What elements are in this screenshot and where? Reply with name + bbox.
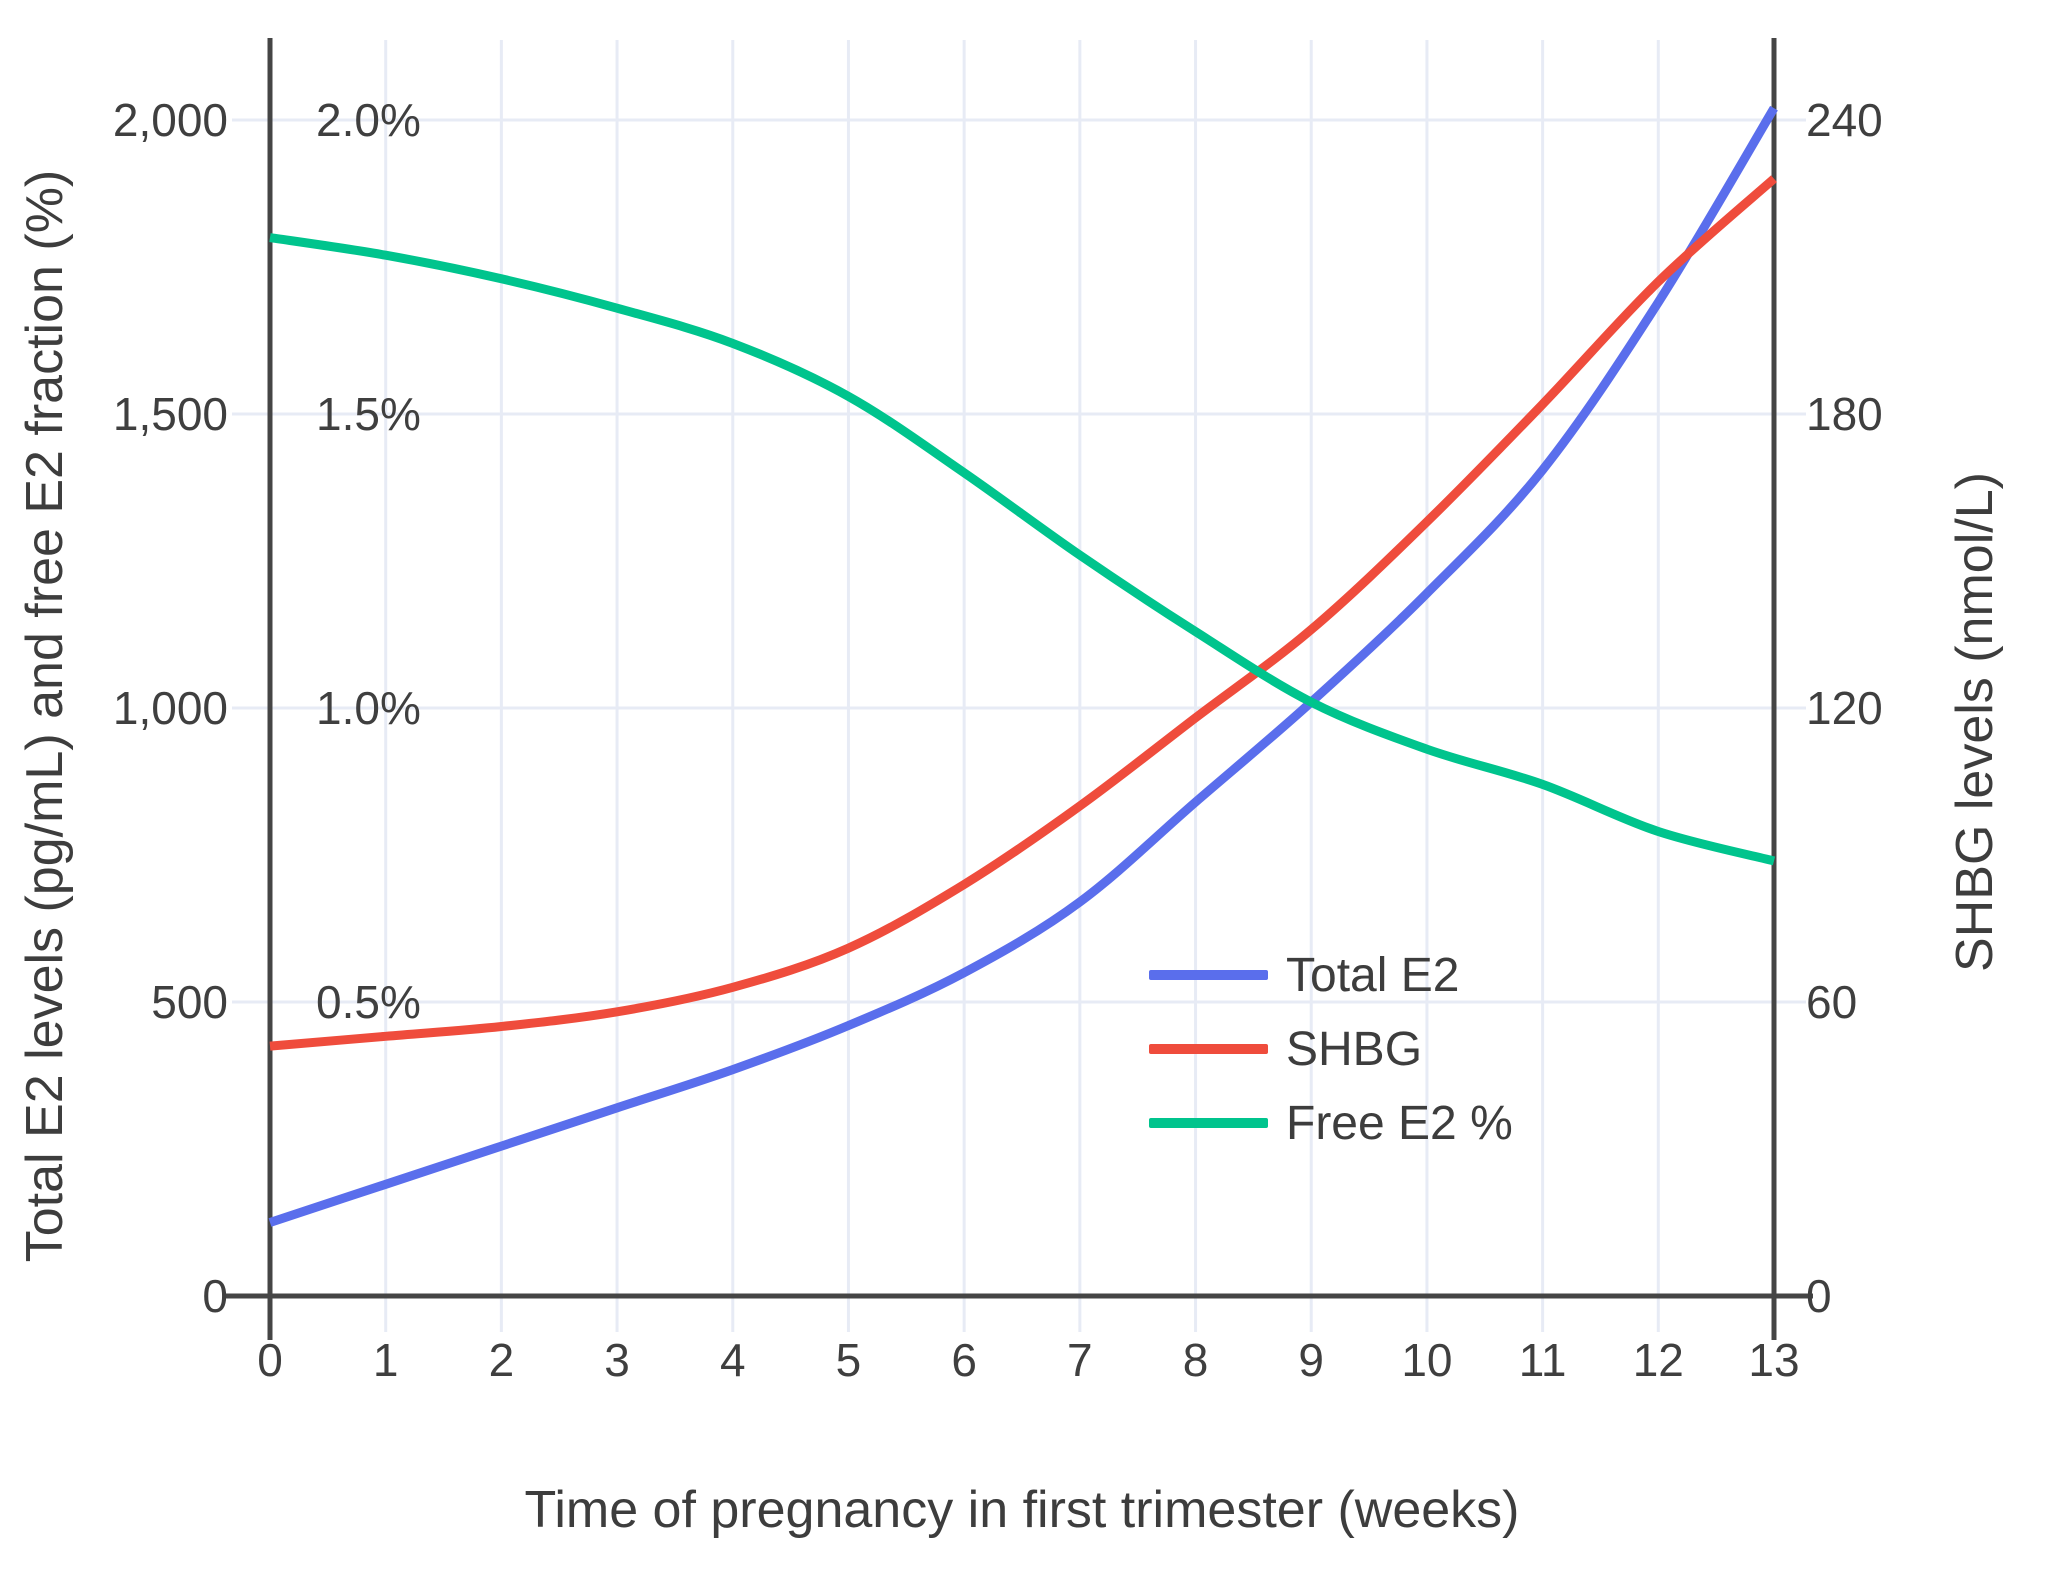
y-right-tick-label: 0: [1806, 1270, 1832, 1322]
x-tick-label: 2: [489, 1334, 515, 1386]
y-left-tick-label: 500: [151, 976, 228, 1028]
y-left-tick-label: 2,000: [113, 94, 228, 146]
x-tick-label: 1: [373, 1334, 399, 1386]
legend-swatch-icon: [1149, 970, 1268, 980]
legend-item: Free E2 %: [1149, 1097, 1513, 1150]
y-right-axis-title: SHBG levels (nmol/L): [1946, 472, 2004, 972]
x-tick-label: 11: [1519, 1334, 1567, 1386]
line-free-e2-: [269, 233, 1776, 866]
legend-item: SHBG: [1149, 1023, 1422, 1076]
x-tick-label: 12: [1633, 1334, 1684, 1386]
legend-label: Total E2: [1286, 949, 1459, 1002]
x-tick-label: 9: [1298, 1334, 1324, 1386]
free-e2-pct-label: 1.5%: [316, 388, 421, 440]
x-tick-label: 0: [257, 1334, 283, 1386]
y-left-tick-label: 1,500: [113, 388, 228, 440]
x-tick-label: 3: [604, 1334, 630, 1386]
axis-titles: Total E2 levels (pg/mL) and free E2 frac…: [16, 170, 2004, 1539]
y-left-axis-title: Total E2 levels (pg/mL) and free E2 frac…: [16, 170, 74, 1262]
free-e2-pct-label: 1.0%: [316, 682, 421, 734]
free-e2-pct-label: 2.0%: [316, 94, 421, 146]
free-e2-pct-label: 0.5%: [316, 976, 421, 1028]
x-tick-label: 13: [1748, 1334, 1799, 1386]
legend-label: SHBG: [1286, 1023, 1422, 1076]
y-right-tick-label: 60: [1806, 976, 1857, 1028]
y-left-tick-label: 0: [202, 1270, 228, 1322]
x-axis-title: Time of pregnancy in first trimester (we…: [524, 1481, 1519, 1539]
line-total-e2: [268, 105, 1778, 1227]
y-right-tick-label: 180: [1806, 388, 1883, 440]
series: [268, 105, 1778, 1227]
gridlines: [232, 40, 1806, 1332]
x-tick-label: 6: [951, 1334, 977, 1386]
line-shbg: [269, 175, 1777, 1051]
x-tick-label: 10: [1401, 1334, 1452, 1386]
tick-labels: 05001,0001,5002,0000.5%1.0%1.5%2.0%06012…: [113, 94, 1883, 1386]
x-tick-label: 7: [1067, 1334, 1093, 1386]
y-right-tick-label: 240: [1806, 94, 1883, 146]
legend: Total E2 SHBG Free E2 %: [1149, 949, 1513, 1150]
y-left-tick-label: 1,000: [113, 682, 228, 734]
x-tick-label: 4: [720, 1334, 746, 1386]
y-right-tick-label: 120: [1806, 682, 1883, 734]
legend-swatch-icon: [1149, 1118, 1268, 1128]
legend-label: Free E2 %: [1286, 1097, 1513, 1150]
x-tick-label: 8: [1183, 1334, 1209, 1386]
x-tick-label: 5: [836, 1334, 862, 1386]
legend-swatch-icon: [1149, 1044, 1268, 1054]
legend-item: Total E2: [1149, 949, 1459, 1002]
axes: [226, 38, 1813, 1340]
